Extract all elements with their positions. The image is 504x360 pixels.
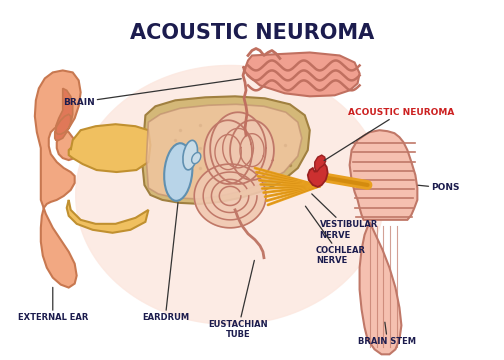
Polygon shape — [67, 200, 148, 233]
Polygon shape — [359, 222, 401, 354]
Polygon shape — [143, 96, 310, 204]
Text: COCHLEAR
NERVE: COCHLEAR NERVE — [305, 206, 366, 265]
Ellipse shape — [183, 140, 198, 170]
Polygon shape — [146, 104, 302, 199]
Text: VESTIBULAR
NERVE: VESTIBULAR NERVE — [312, 194, 378, 239]
Polygon shape — [194, 164, 266, 228]
Text: PONS: PONS — [418, 184, 460, 193]
Polygon shape — [308, 164, 328, 187]
Text: EXTERNAL EAR: EXTERNAL EAR — [18, 287, 88, 322]
Ellipse shape — [164, 143, 193, 201]
Text: BRAIN STEM: BRAIN STEM — [358, 322, 416, 346]
Polygon shape — [230, 120, 274, 180]
Ellipse shape — [192, 153, 201, 164]
Polygon shape — [76, 66, 385, 324]
Text: EUSTACHIAN
TUBE: EUSTACHIAN TUBE — [208, 260, 268, 339]
Polygon shape — [69, 124, 150, 172]
Text: ACOUSTIC NEUROMA: ACOUSTIC NEUROMA — [130, 23, 374, 42]
Text: BRAIN: BRAIN — [63, 79, 241, 107]
Polygon shape — [210, 112, 266, 184]
Polygon shape — [204, 120, 252, 184]
Polygon shape — [55, 88, 73, 140]
Polygon shape — [315, 155, 326, 172]
Text: EARDRUM: EARDRUM — [142, 203, 189, 322]
Polygon shape — [350, 130, 417, 220]
Polygon shape — [243, 53, 359, 96]
Text: ACOUSTIC NEUROMA: ACOUSTIC NEUROMA — [324, 108, 454, 161]
Polygon shape — [35, 71, 81, 288]
